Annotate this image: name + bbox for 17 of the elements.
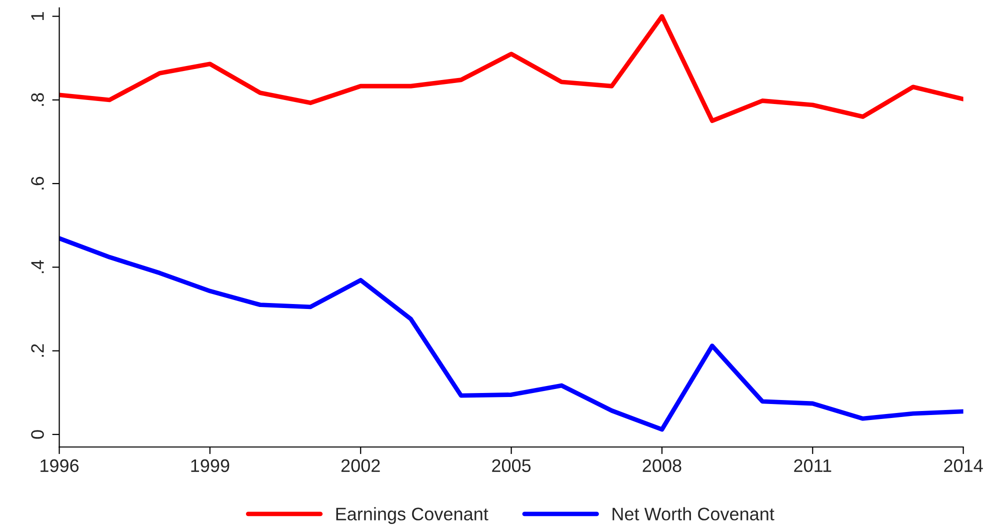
y-tick-label: 1 [31,12,44,20]
y-tick-label: .2 [31,344,44,357]
legend-label: Earnings Covenant [336,507,488,524]
x-tick-label: 2008 [642,459,682,472]
x-tick-label: 2002 [341,459,380,472]
x-tick-label: 2011 [794,459,832,472]
line-series [59,236,964,432]
y-tick-label: .6 [31,176,44,190]
x-tick-label: 1999 [191,459,230,472]
x-tick-label: 2005 [492,459,531,472]
legend-label: Net Worth Covenant [612,507,774,520]
y-tick-label: 0 [31,430,44,439]
line-series [59,14,964,124]
y-tick-label: .8 [31,93,44,106]
y-tick-label: .4 [31,260,44,274]
x-tick-label: 1996 [40,459,79,472]
x-tick-label: 2014 [944,459,983,472]
